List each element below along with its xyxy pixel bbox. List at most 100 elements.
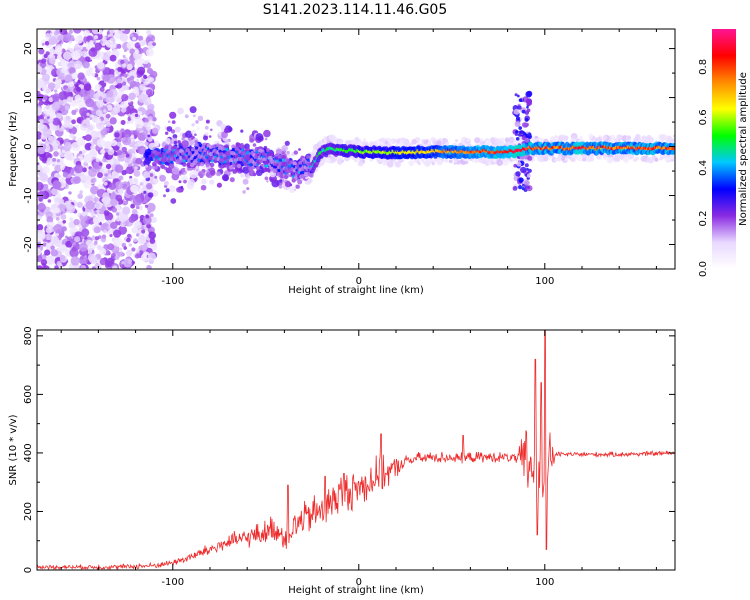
spectrogram-cell xyxy=(232,163,237,168)
spectrogram-cell xyxy=(105,127,110,132)
spectrogram-cell xyxy=(114,181,123,190)
spectrogram-cell xyxy=(90,47,96,52)
spectrogram-cell xyxy=(71,119,76,125)
spectrogram-cell xyxy=(58,198,65,205)
spectrogram-cell xyxy=(102,157,107,163)
spectrogram-cell xyxy=(102,67,112,77)
spectrogram-cell xyxy=(124,151,128,155)
spectrogram-cell xyxy=(143,171,150,179)
spectrogram-cell xyxy=(45,33,51,39)
spectrogram-cell xyxy=(436,158,444,166)
spectrogram-cell xyxy=(77,72,85,80)
spectrogram-cell xyxy=(526,108,531,113)
spectrogram-cell xyxy=(195,120,199,124)
spectrogram-cell xyxy=(46,216,54,224)
spectrogram-cell xyxy=(408,160,415,167)
spectrogram-cell xyxy=(107,148,115,156)
spectrogram-cell xyxy=(144,148,152,156)
spectrogram-cell xyxy=(172,145,177,150)
spectrogram-cell xyxy=(116,43,122,49)
spectrogram-cell xyxy=(42,242,47,247)
spectrogram-cell xyxy=(170,198,177,204)
y-tick-label: 400 xyxy=(23,443,34,462)
spectrogram-cell xyxy=(614,154,621,161)
spectrogram-cell xyxy=(49,32,54,36)
spectrogram-cell xyxy=(74,236,81,243)
spectrogram-cell xyxy=(84,134,92,142)
spectrogram-cell xyxy=(124,158,130,164)
spectrogram-cell xyxy=(71,109,77,115)
spectrogram-cell xyxy=(106,50,111,56)
spectrogram-cell xyxy=(448,159,453,164)
spectrogram-cell xyxy=(134,42,141,49)
spectrogram-cell xyxy=(301,170,305,174)
spectrogram-cell xyxy=(37,176,40,181)
spectrogram-cell xyxy=(130,203,136,209)
spectrogram-cell xyxy=(211,144,216,149)
spectrogram-cell xyxy=(42,73,50,82)
spectrogram-cell xyxy=(88,167,98,177)
y-tick-label: 20 xyxy=(23,42,34,55)
spectrogram-cell xyxy=(235,150,239,154)
spectrogram-cell xyxy=(146,183,153,190)
spectrogram-cell xyxy=(431,161,435,166)
spectrogram-cell xyxy=(114,132,120,138)
spectrogram-cell xyxy=(102,35,107,41)
spectrogram-cell xyxy=(38,119,44,124)
spectrogram-cell xyxy=(146,264,152,269)
spectrogram-cell xyxy=(61,226,67,232)
spectrogram-cell xyxy=(174,126,181,133)
spectrogram-cell xyxy=(162,158,167,163)
spectrogram-cell xyxy=(103,109,107,113)
spectrogram-cell xyxy=(97,123,102,127)
spectrogram-cell xyxy=(466,138,470,142)
spectrogram-cell xyxy=(543,156,549,162)
colorbar-tick-label: 0.4 xyxy=(698,160,709,176)
spectrogram-cell xyxy=(71,141,81,152)
spectrogram-cell xyxy=(184,114,189,119)
spectrogram-cell xyxy=(596,136,603,143)
spectrogram-cell xyxy=(45,233,52,241)
spectrogram-cell xyxy=(295,184,300,189)
y-tick-label: 800 xyxy=(23,326,34,345)
spectrogram-cell xyxy=(136,81,140,85)
figure-title: S141.2023.114.11.46.G05 xyxy=(263,2,448,18)
spectrogram-cell xyxy=(60,213,67,220)
spectrogram-cell xyxy=(42,128,52,138)
spectrogram-cell xyxy=(176,187,182,193)
spectrogram-cell xyxy=(53,151,59,157)
spectrogram-cell xyxy=(579,135,584,140)
spectrogram-cell xyxy=(647,157,654,164)
spectrogram-cell xyxy=(75,63,79,68)
spectrogram-cell xyxy=(52,117,61,126)
spectrogram-cell xyxy=(65,88,70,93)
spectrogram-cell xyxy=(89,150,97,157)
spectrogram-cell xyxy=(190,129,196,135)
spectrogram-cell xyxy=(73,218,80,226)
spectrogram-cell xyxy=(249,138,254,143)
spectrogram-cell xyxy=(73,176,81,184)
spectrogram-cell xyxy=(68,81,75,87)
spectrogram-cell xyxy=(48,36,57,45)
spectrogram-cell xyxy=(357,160,364,167)
spectrogram-cell xyxy=(527,168,532,173)
spectrogram-cell xyxy=(130,134,135,138)
spectrogram-cell xyxy=(525,91,532,98)
spectrogram-cell xyxy=(91,72,96,77)
spectrogram-cell xyxy=(245,173,251,179)
spectrogram-cell xyxy=(125,153,130,158)
spectrogram-cell xyxy=(52,95,59,102)
spectrogram-cell xyxy=(154,175,158,179)
spectrogram-cell xyxy=(143,77,151,86)
spectrogram-cell xyxy=(240,148,244,152)
spectrogram-cell xyxy=(278,154,283,160)
spectrogram-cell xyxy=(521,109,526,114)
spectrogram-cell xyxy=(128,243,132,247)
spectrogram-cell xyxy=(48,97,54,103)
spectrogram-x-ticks: -100 0 100 xyxy=(60,29,657,287)
spectrogram-cell xyxy=(264,167,270,172)
snr-frame xyxy=(36,329,676,571)
spectrogram-cell xyxy=(149,173,154,177)
spectrogram-cell xyxy=(659,157,663,161)
spectrogram-cell xyxy=(146,223,152,229)
